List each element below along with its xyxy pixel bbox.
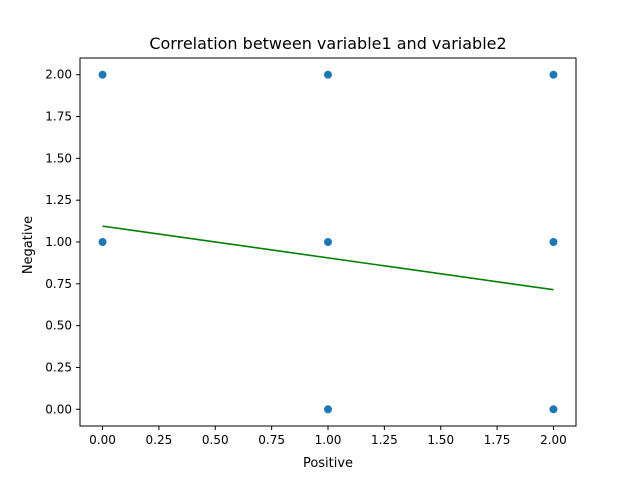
y-tick-label: 0.25 (45, 360, 72, 374)
y-axis-label: Negative (21, 216, 36, 274)
plot-area: 0.00 0.25 0.50 0.75 1.00 1.25 1.50 1.75 2.00 0.00… (45, 57, 577, 447)
x-tick-label: 0.75 (258, 433, 285, 447)
scatter-point (324, 405, 332, 414)
x-tick-label: 0.00 (89, 433, 116, 447)
y-tick-label: 1.75 (45, 110, 72, 124)
y-tick-label: 1.50 (45, 151, 72, 165)
y-tick-label: 0.50 (45, 319, 72, 333)
scatter-point (324, 70, 332, 79)
y-tick-label: 0.00 (45, 402, 72, 416)
x-tick-label: 1.50 (427, 433, 454, 447)
scatter-point (324, 238, 332, 246)
y-tick-label: 1.25 (45, 193, 72, 207)
x-tick-label: 1.75 (484, 433, 511, 447)
x-tick-label: 1.25 (371, 433, 398, 447)
x-tick-label: 0.25 (146, 433, 173, 447)
chart-title: Correlation between variable1 and variab… (149, 34, 506, 53)
scatter-point (549, 405, 558, 414)
scatter-point (98, 238, 107, 246)
scatter-point (549, 70, 558, 79)
scatter-point (549, 238, 558, 246)
y-tick-label: 2.00 (45, 68, 72, 82)
scatter-point (98, 70, 107, 79)
x-tick-label: 1.00 (315, 433, 342, 447)
x-tick-label: 2.00 (540, 433, 567, 447)
x-axis-label: Positive (303, 456, 353, 471)
x-tick-label: 0.50 (202, 433, 229, 447)
y-tick-label: 0.75 (45, 277, 72, 291)
y-tick-label: 1.00 (45, 235, 72, 249)
trend-line (102, 225, 554, 291)
